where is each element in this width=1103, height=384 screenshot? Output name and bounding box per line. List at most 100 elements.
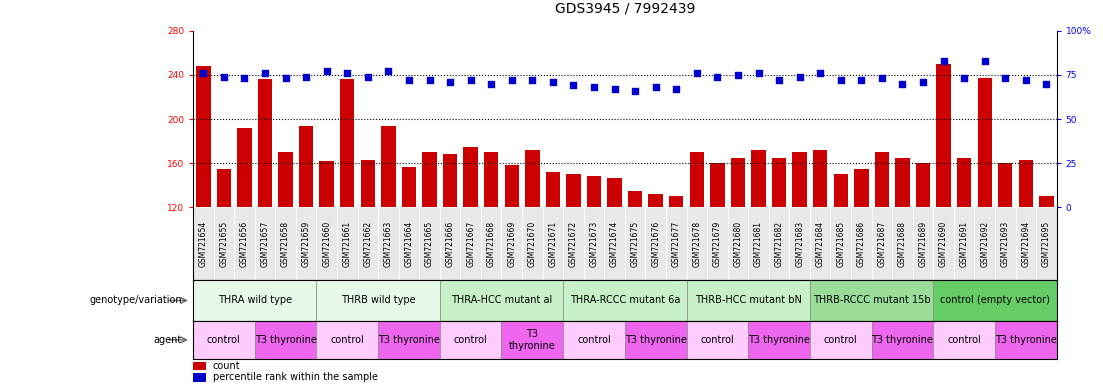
Bar — [686, 207, 707, 280]
Bar — [936, 64, 951, 207]
Point — [236, 75, 254, 81]
Text: T3 thyronine: T3 thyronine — [748, 335, 810, 345]
Point — [606, 86, 623, 92]
Bar — [522, 207, 543, 280]
Text: GSM721683: GSM721683 — [795, 221, 804, 267]
Bar — [852, 207, 871, 280]
Text: THRA-RCCC mutant 6a: THRA-RCCC mutant 6a — [569, 295, 681, 306]
Text: GSM721685: GSM721685 — [836, 221, 845, 267]
Bar — [871, 207, 892, 280]
Text: GSM721673: GSM721673 — [589, 221, 599, 267]
Bar — [913, 207, 933, 280]
Bar — [583, 207, 604, 280]
Bar — [686, 321, 748, 359]
Point — [215, 74, 233, 80]
Point — [277, 75, 295, 81]
Bar — [624, 321, 686, 359]
Bar — [875, 152, 889, 207]
Text: THRB-HCC mutant bN: THRB-HCC mutant bN — [695, 295, 802, 306]
Point — [996, 75, 1014, 81]
Bar — [422, 152, 437, 207]
Text: GSM721677: GSM721677 — [672, 221, 681, 267]
Bar — [216, 169, 231, 207]
Text: GSM721657: GSM721657 — [260, 221, 269, 267]
Bar — [1016, 207, 1036, 280]
Point — [791, 74, 808, 80]
Bar — [933, 207, 954, 280]
Text: T3 thyronine: T3 thyronine — [624, 335, 687, 345]
Bar — [338, 207, 357, 280]
Bar — [871, 321, 933, 359]
Bar — [193, 362, 206, 370]
Point — [358, 74, 376, 80]
Text: GSM721675: GSM721675 — [631, 221, 640, 267]
Bar — [731, 158, 746, 207]
Bar — [915, 163, 930, 207]
Bar — [361, 160, 375, 207]
Bar — [792, 152, 806, 207]
Text: GSM721670: GSM721670 — [528, 221, 537, 267]
Text: GSM721678: GSM721678 — [693, 221, 702, 267]
Point — [627, 88, 644, 94]
Bar — [276, 207, 296, 280]
Bar — [382, 126, 396, 207]
Text: GSM721686: GSM721686 — [857, 221, 866, 267]
Point — [688, 70, 706, 76]
Bar — [543, 207, 564, 280]
Point — [832, 77, 849, 83]
Text: genotype/variation: genotype/variation — [89, 295, 182, 306]
Text: GSM721663: GSM721663 — [384, 221, 393, 267]
Text: control (empty vector): control (empty vector) — [940, 295, 1050, 306]
Text: THRB-RCCC mutant 15b: THRB-RCCC mutant 15b — [813, 295, 931, 306]
Text: GSM721674: GSM721674 — [610, 221, 619, 267]
Point — [893, 81, 911, 87]
Point — [420, 77, 438, 83]
Bar — [995, 321, 1057, 359]
Text: GSM721655: GSM721655 — [219, 221, 228, 267]
Bar — [196, 66, 211, 207]
Bar — [419, 207, 440, 280]
Bar — [278, 152, 292, 207]
Bar — [234, 207, 255, 280]
Text: GSM721664: GSM721664 — [405, 221, 414, 267]
Text: control: control — [700, 335, 735, 345]
Text: count: count — [213, 361, 240, 371]
Bar — [686, 280, 810, 321]
Text: control: control — [947, 335, 981, 345]
Bar — [892, 207, 913, 280]
Bar — [810, 321, 871, 359]
Text: GSM721693: GSM721693 — [1000, 221, 1009, 267]
Text: control: control — [577, 335, 611, 345]
Text: T3 thyronine: T3 thyronine — [995, 335, 1057, 345]
Text: GSM721681: GSM721681 — [754, 221, 763, 267]
Bar — [1019, 160, 1034, 207]
Bar — [670, 196, 684, 207]
Bar — [1036, 207, 1057, 280]
Bar — [378, 207, 398, 280]
Bar — [398, 207, 419, 280]
Bar — [751, 150, 765, 207]
Bar — [320, 161, 334, 207]
Text: GSM721694: GSM721694 — [1021, 221, 1030, 267]
Bar — [193, 373, 206, 382]
Bar — [772, 158, 786, 207]
Point — [379, 68, 397, 74]
Text: GSM721662: GSM721662 — [363, 221, 373, 267]
Text: GSM721680: GSM721680 — [733, 221, 742, 267]
Bar — [317, 207, 338, 280]
Text: GSM721668: GSM721668 — [486, 221, 495, 267]
Bar — [525, 150, 539, 207]
Text: GSM721692: GSM721692 — [981, 221, 989, 267]
Bar — [340, 79, 354, 207]
Bar — [502, 321, 564, 359]
Bar — [834, 174, 848, 207]
Bar — [255, 207, 276, 280]
Bar — [564, 321, 624, 359]
Bar — [193, 321, 255, 359]
Text: GSM721671: GSM721671 — [548, 221, 557, 267]
Point — [729, 72, 747, 78]
Point — [770, 77, 788, 83]
Text: GSM721658: GSM721658 — [281, 221, 290, 267]
Bar — [628, 191, 642, 207]
Bar — [587, 177, 601, 207]
